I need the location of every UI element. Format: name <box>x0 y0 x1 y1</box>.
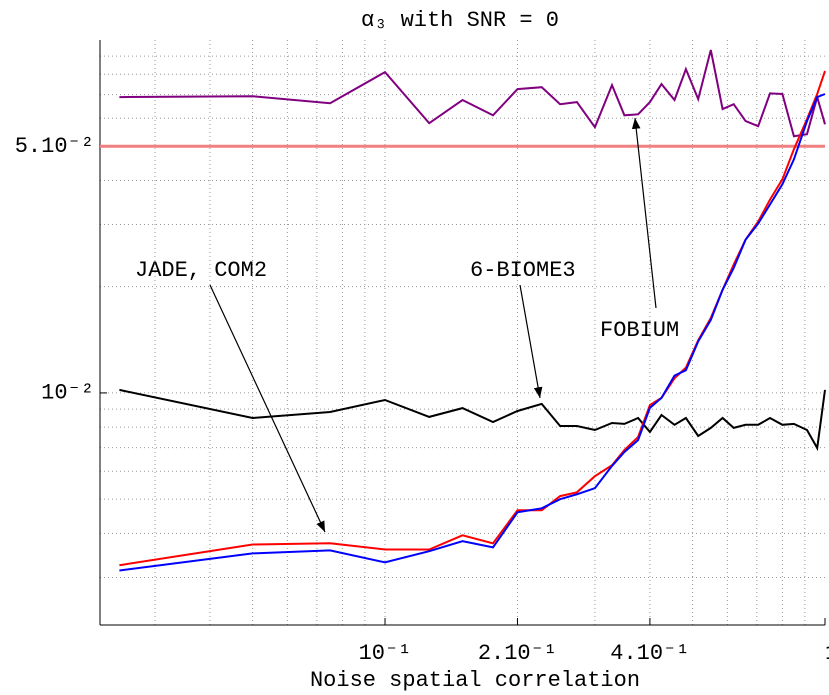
series-line <box>119 388 826 452</box>
annotation-arrow <box>519 284 543 399</box>
series-line <box>119 49 826 138</box>
x-tick-label: 10⁻¹ <box>359 641 412 666</box>
chart-title: α₃ with SNR = 0 <box>361 8 559 33</box>
x-axis-label: Noise spatial correlation <box>310 668 640 693</box>
annotation: JADE, COM2 <box>135 258 267 283</box>
annotation: FOBIUM <box>600 318 679 343</box>
annotation: 6-BIOME3 <box>470 258 576 283</box>
y-tick-label: 5.10⁻² <box>15 134 94 159</box>
x-tick-label: 4.10⁻¹ <box>610 641 689 666</box>
series-line <box>119 93 826 572</box>
x-tick-label: 1 <box>825 641 829 666</box>
annotation-arrow <box>209 284 326 533</box>
y-tick-label: 10⁻² <box>41 381 94 406</box>
x-tick-label: 2.10⁻¹ <box>478 641 557 666</box>
annotation-arrow <box>631 117 657 309</box>
series-line <box>119 70 826 567</box>
